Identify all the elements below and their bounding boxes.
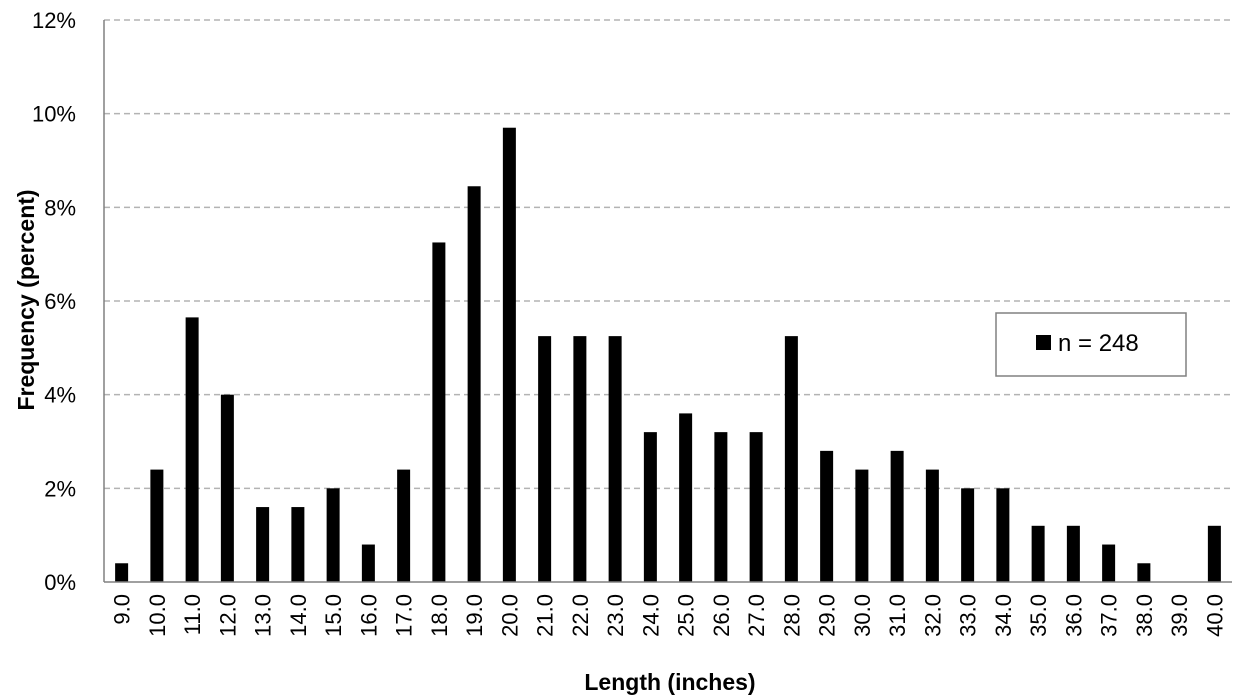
bar xyxy=(820,450,834,582)
bar xyxy=(1102,544,1116,582)
x-axis-title: Length (inches) xyxy=(584,669,755,695)
x-tick-label: 26.0 xyxy=(709,594,734,637)
x-tick-label: 10.0 xyxy=(145,594,170,637)
bar xyxy=(1137,563,1151,582)
x-tick-label: 25.0 xyxy=(674,594,699,637)
bar xyxy=(643,432,657,582)
y-tick-label: 2% xyxy=(44,476,76,501)
y-tick-label: 0% xyxy=(44,570,76,595)
bar xyxy=(714,432,728,582)
x-tick-label: 30.0 xyxy=(850,594,875,637)
y-tick-label: 8% xyxy=(44,195,76,220)
bar xyxy=(256,507,270,582)
y-tick-label: 10% xyxy=(32,102,76,127)
bar xyxy=(749,432,763,582)
x-tick-label: 40.0 xyxy=(1202,594,1227,637)
bar xyxy=(538,336,552,582)
x-tick-label: 37.0 xyxy=(1097,594,1122,637)
bars xyxy=(115,127,1221,583)
y-tick-label: 12% xyxy=(32,8,76,33)
gridlines xyxy=(104,19,1232,490)
x-tick-label: 31.0 xyxy=(885,594,910,637)
bar xyxy=(855,469,869,582)
y-axis-ticks: 0% 2% 4% 6% 8% 10% 12% xyxy=(32,8,76,595)
x-tick-label: 11.0 xyxy=(180,594,205,635)
bar xyxy=(961,488,975,582)
y-axis-title: Frequency (percent) xyxy=(13,189,39,410)
bar xyxy=(608,336,622,582)
legend-swatch xyxy=(1036,335,1051,350)
x-tick-label: 12.0 xyxy=(215,594,240,637)
x-tick-label: 16.0 xyxy=(356,594,381,637)
bar xyxy=(326,488,340,582)
bar xyxy=(1207,525,1221,582)
x-tick-label: 39.0 xyxy=(1167,594,1192,637)
bar xyxy=(467,186,481,582)
x-tick-label: 20.0 xyxy=(497,594,522,637)
bar xyxy=(925,469,939,582)
y-tick-label: 6% xyxy=(44,289,76,314)
y-tick-label: 4% xyxy=(44,383,76,408)
bar xyxy=(1031,525,1045,582)
legend-label: n = 248 xyxy=(1058,330,1139,357)
x-tick-label: 35.0 xyxy=(1026,594,1051,637)
x-tick-label: 19.0 xyxy=(462,594,487,637)
bar xyxy=(361,544,375,582)
x-tick-label: 24.0 xyxy=(638,594,663,637)
bar xyxy=(502,127,516,582)
x-tick-label: 33.0 xyxy=(956,594,981,637)
x-tick-label: 34.0 xyxy=(991,594,1016,637)
bar xyxy=(1066,525,1080,582)
bar xyxy=(397,469,411,582)
x-tick-label: 15.0 xyxy=(321,594,346,637)
x-tick-label: 13.0 xyxy=(251,594,276,637)
legend-box xyxy=(995,312,1187,377)
bar xyxy=(185,317,199,582)
bar xyxy=(890,450,904,582)
x-tick-label: 27.0 xyxy=(744,594,769,637)
x-tick-label: 9.0 xyxy=(110,594,135,625)
x-tick-label: 36.0 xyxy=(1061,594,1086,637)
x-tick-label: 21.0 xyxy=(533,594,558,637)
bar xyxy=(573,336,587,582)
bar xyxy=(679,413,693,582)
x-tick-label: 14.0 xyxy=(286,594,311,637)
x-tick-label: 23.0 xyxy=(603,594,628,637)
axes xyxy=(103,20,1232,583)
x-tick-label: 18.0 xyxy=(427,594,452,637)
x-axis-ticks: 9.0 10.0 11.0 12.0 13.0 14.0 15.0 16.0 17.0 18.0 1… xyxy=(110,594,1228,637)
bar xyxy=(115,563,129,582)
bar xyxy=(220,394,234,582)
bar xyxy=(432,242,446,583)
x-tick-label: 17.0 xyxy=(392,594,417,637)
bar xyxy=(784,336,798,582)
bar xyxy=(996,488,1010,582)
bar xyxy=(150,469,164,582)
x-tick-label: 22.0 xyxy=(568,594,593,637)
x-tick-label: 29.0 xyxy=(815,594,840,637)
x-tick-label: 32.0 xyxy=(920,594,945,637)
x-tick-label: 28.0 xyxy=(779,594,804,637)
x-tick-label: 38.0 xyxy=(1132,594,1157,637)
legend: n = 248 xyxy=(995,312,1187,377)
bar xyxy=(291,507,305,582)
